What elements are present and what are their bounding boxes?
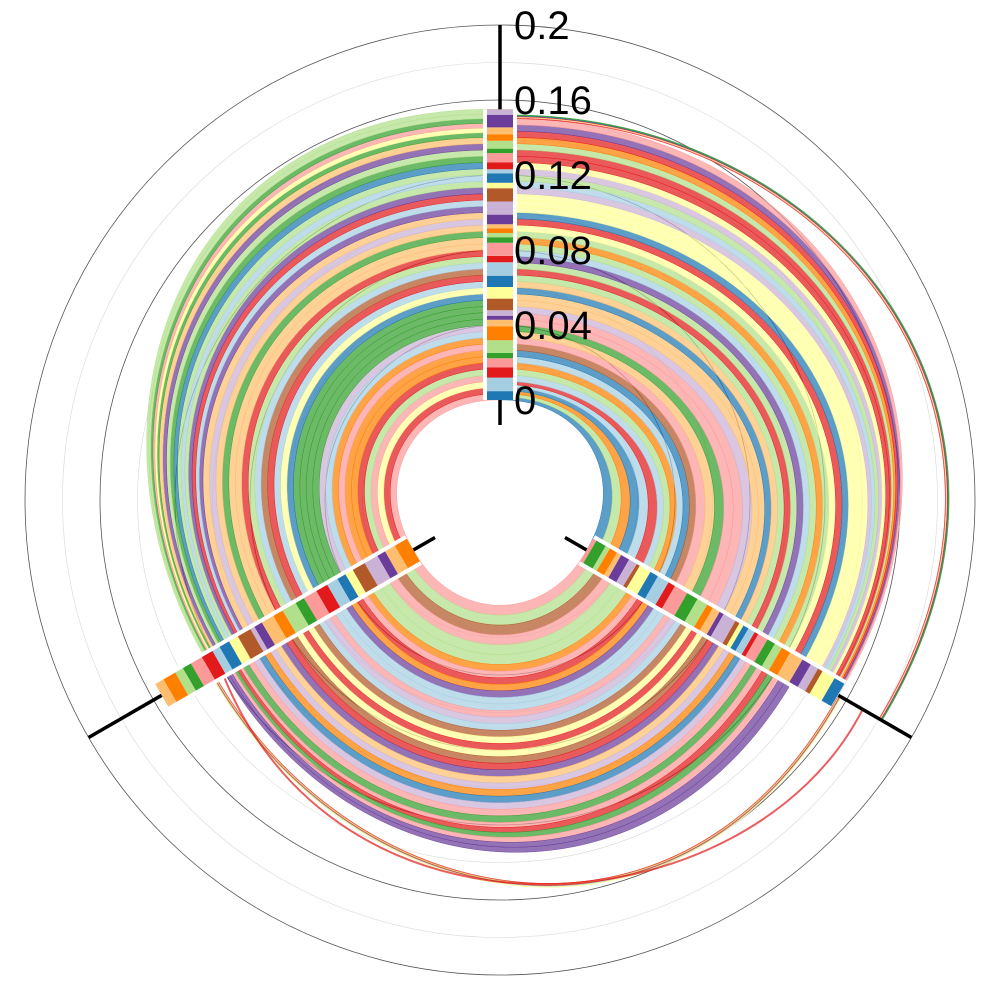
radial-tick-label: 0.16: [514, 79, 592, 123]
axis-node: [754, 639, 775, 667]
axis-node: [821, 678, 845, 707]
link-ribbons: [146, 109, 950, 888]
axis-node: [608, 555, 630, 583]
axis-node: [394, 538, 420, 569]
axis-node: [182, 663, 204, 691]
axis-node: [316, 584, 341, 614]
axis-node: [282, 603, 309, 633]
axis-node: [626, 565, 651, 595]
axis-node: [741, 632, 759, 657]
axis-node: [674, 593, 698, 622]
axis-node: [616, 559, 637, 587]
axis-node: [254, 622, 275, 650]
axis-node: [805, 668, 823, 694]
axis-node: [655, 582, 676, 609]
radial-tick-label: 0.2: [514, 4, 570, 48]
radial-tick-label: 0.08: [514, 229, 592, 273]
axis-node: [304, 591, 330, 621]
radial-tick-label: 0: [514, 379, 536, 423]
axis-node: [596, 548, 618, 576]
axis-node: [684, 599, 708, 628]
radial-tick-labels: 0.2 0.16 0.12 0.08 0.04 0: [514, 4, 592, 423]
axis-node: [352, 563, 378, 593]
radial-tick-label: 0.04: [514, 304, 592, 348]
axis-node: [710, 614, 736, 644]
axis-node: [155, 679, 177, 707]
hive-axes: [87, 25, 913, 740]
axis-node: [662, 586, 688, 616]
axis-node: [583, 540, 606, 569]
axis-node: [797, 664, 819, 692]
axis-node: [699, 607, 720, 635]
axis-node: [175, 668, 196, 696]
axis-node: [295, 598, 318, 626]
axis-node: [730, 625, 749, 651]
axis-node: [761, 643, 782, 671]
axis-node: [722, 620, 740, 646]
axis-node: [580, 538, 597, 564]
axis-node: [273, 610, 296, 639]
axis-node: [623, 563, 641, 589]
axis-node: [768, 647, 791, 676]
axis-node: [201, 651, 226, 680]
axis-node: [327, 578, 351, 608]
axis-node: [345, 570, 366, 597]
link-line: [217, 662, 864, 886]
axis-node: [190, 657, 215, 686]
axis-node: [745, 634, 768, 662]
axis-node: [237, 629, 264, 659]
axis-node: [645, 576, 669, 605]
axis-node: [706, 611, 724, 637]
axis-node: [789, 659, 811, 687]
axis-node: [219, 641, 242, 670]
axis-node: [377, 551, 398, 579]
axis-node: [384, 545, 408, 574]
axis-node: [261, 615, 287, 645]
axis-node: [364, 555, 391, 586]
axis-node: [229, 636, 251, 664]
axis-node: [777, 652, 803, 683]
axis-node: [726, 623, 744, 649]
axis-node: [212, 646, 233, 674]
axis-node: [637, 571, 659, 599]
axis-node: [337, 574, 359, 602]
axis-node: [603, 552, 622, 578]
axis-node: [694, 604, 713, 631]
axis-node: [592, 545, 610, 571]
axis-node: [809, 671, 835, 701]
axis-node: [163, 672, 189, 702]
axis-node: [250, 626, 268, 652]
radial-tick-label: 0.12: [514, 154, 592, 198]
axis-node: [735, 628, 755, 655]
